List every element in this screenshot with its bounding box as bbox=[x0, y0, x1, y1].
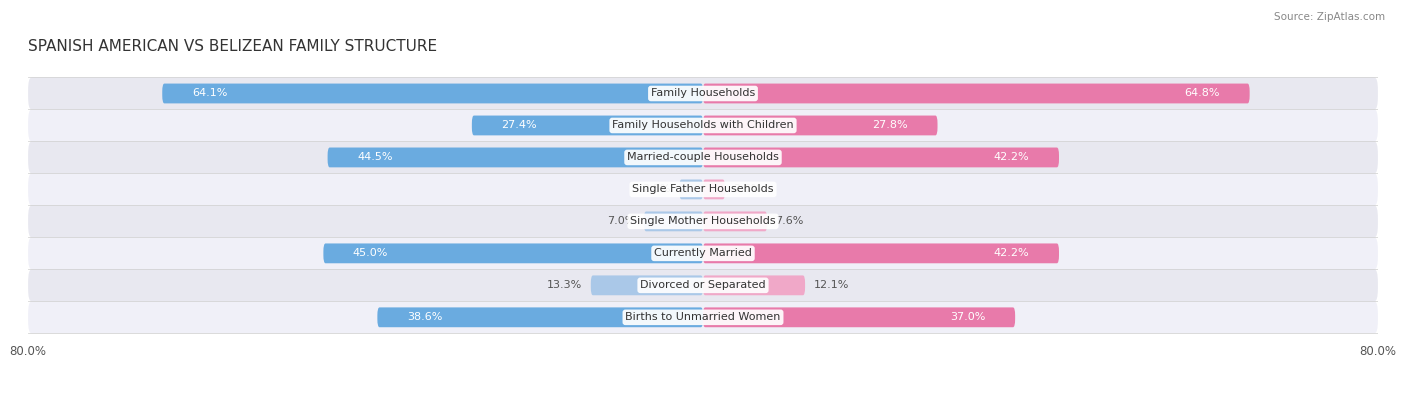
Text: SPANISH AMERICAN VS BELIZEAN FAMILY STRUCTURE: SPANISH AMERICAN VS BELIZEAN FAMILY STRU… bbox=[28, 39, 437, 53]
Text: 27.8%: 27.8% bbox=[872, 120, 908, 130]
FancyBboxPatch shape bbox=[703, 211, 768, 231]
FancyBboxPatch shape bbox=[644, 211, 703, 231]
Text: Family Households: Family Households bbox=[651, 88, 755, 98]
Text: 38.6%: 38.6% bbox=[406, 312, 443, 322]
FancyBboxPatch shape bbox=[703, 116, 938, 135]
FancyBboxPatch shape bbox=[28, 173, 1378, 205]
Text: 2.8%: 2.8% bbox=[643, 184, 671, 194]
FancyBboxPatch shape bbox=[328, 147, 703, 167]
Text: 13.3%: 13.3% bbox=[547, 280, 582, 290]
FancyBboxPatch shape bbox=[323, 243, 703, 263]
FancyBboxPatch shape bbox=[472, 116, 703, 135]
FancyBboxPatch shape bbox=[703, 84, 1250, 103]
Text: 42.2%: 42.2% bbox=[994, 152, 1029, 162]
Text: Source: ZipAtlas.com: Source: ZipAtlas.com bbox=[1274, 12, 1385, 22]
Text: 44.5%: 44.5% bbox=[357, 152, 392, 162]
Text: 37.0%: 37.0% bbox=[950, 312, 986, 322]
FancyBboxPatch shape bbox=[28, 109, 1378, 141]
FancyBboxPatch shape bbox=[703, 179, 725, 199]
Text: Divorced or Separated: Divorced or Separated bbox=[640, 280, 766, 290]
Text: Family Households with Children: Family Households with Children bbox=[612, 120, 794, 130]
FancyBboxPatch shape bbox=[679, 179, 703, 199]
FancyBboxPatch shape bbox=[162, 84, 703, 103]
Text: 64.8%: 64.8% bbox=[1185, 88, 1220, 98]
Text: Married-couple Households: Married-couple Households bbox=[627, 152, 779, 162]
Text: 2.6%: 2.6% bbox=[734, 184, 762, 194]
Text: Single Father Households: Single Father Households bbox=[633, 184, 773, 194]
Text: 27.4%: 27.4% bbox=[502, 120, 537, 130]
FancyBboxPatch shape bbox=[703, 243, 1059, 263]
Text: 42.2%: 42.2% bbox=[994, 248, 1029, 258]
FancyBboxPatch shape bbox=[591, 275, 703, 295]
FancyBboxPatch shape bbox=[703, 307, 1015, 327]
FancyBboxPatch shape bbox=[28, 237, 1378, 269]
FancyBboxPatch shape bbox=[28, 141, 1378, 173]
FancyBboxPatch shape bbox=[28, 269, 1378, 301]
Text: 64.1%: 64.1% bbox=[191, 88, 228, 98]
Text: 7.0%: 7.0% bbox=[607, 216, 636, 226]
Text: Single Mother Households: Single Mother Households bbox=[630, 216, 776, 226]
Text: Births to Unmarried Women: Births to Unmarried Women bbox=[626, 312, 780, 322]
FancyBboxPatch shape bbox=[28, 301, 1378, 333]
Text: 45.0%: 45.0% bbox=[353, 248, 388, 258]
FancyBboxPatch shape bbox=[703, 275, 806, 295]
FancyBboxPatch shape bbox=[377, 307, 703, 327]
FancyBboxPatch shape bbox=[703, 147, 1059, 167]
Text: Currently Married: Currently Married bbox=[654, 248, 752, 258]
Text: 7.6%: 7.6% bbox=[776, 216, 804, 226]
FancyBboxPatch shape bbox=[28, 77, 1378, 109]
Text: 12.1%: 12.1% bbox=[814, 280, 849, 290]
FancyBboxPatch shape bbox=[28, 205, 1378, 237]
